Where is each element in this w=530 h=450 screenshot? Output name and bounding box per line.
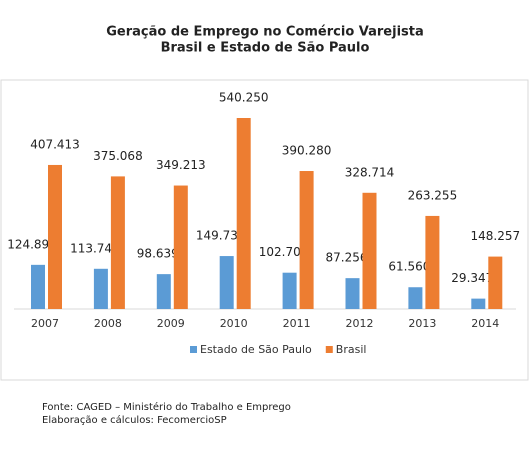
- x-tick-label: 2014: [471, 317, 499, 330]
- data-label: 349.213: [156, 158, 206, 172]
- bar: [299, 171, 314, 309]
- bar: [488, 256, 503, 309]
- chart-title: Geração de Emprego no Comércio Varejista: [106, 25, 424, 40]
- x-tick-label: 2008: [94, 317, 122, 330]
- bar: [93, 268, 108, 309]
- x-tick-label: 2012: [346, 317, 374, 330]
- bar: [48, 164, 62, 309]
- footnote: Fonte: CAGED – Ministério do Trabalho e …: [42, 401, 291, 413]
- x-tick-label: 2013: [408, 317, 436, 330]
- legend-label: Brasil: [336, 343, 367, 356]
- data-label: 98.639: [137, 247, 179, 261]
- data-label: 29.347: [451, 271, 493, 285]
- data-label: 375.068: [93, 149, 143, 163]
- data-label: 263.255: [408, 188, 458, 202]
- x-tick-label: 2007: [31, 317, 59, 330]
- bar: [362, 192, 377, 309]
- data-label: 149.738: [196, 229, 246, 243]
- x-tick-label: 2011: [283, 317, 311, 330]
- bar: [110, 176, 125, 309]
- data-label: 113.744: [70, 241, 120, 255]
- footnote: Elaboração e cálculos: FecomercioSP: [42, 414, 227, 426]
- bar: [408, 287, 423, 309]
- legend-swatch: [325, 346, 333, 353]
- data-label: 61.560: [388, 260, 430, 274]
- bar: [345, 278, 360, 309]
- data-label: 148.257: [470, 229, 520, 243]
- legend-label: Estado de São Paulo: [200, 343, 312, 356]
- bar: [471, 298, 486, 309]
- bar: [425, 215, 440, 309]
- data-label: 102.703: [259, 245, 309, 259]
- chart-subtitle: Brasil e Estado de São Paulo: [161, 41, 370, 56]
- bar: [156, 274, 171, 309]
- bar: [219, 256, 234, 309]
- x-tick-label: 2010: [220, 317, 248, 330]
- bar: [236, 118, 251, 309]
- data-label: 87.256: [326, 251, 368, 265]
- bar: [31, 264, 45, 309]
- legend-swatch: [190, 346, 197, 353]
- plot-frame: [0, 79, 529, 381]
- x-tick-label: 2009: [157, 317, 185, 330]
- bar: [282, 272, 297, 309]
- data-label: 407.413: [30, 137, 80, 151]
- data-label: 328.714: [345, 165, 395, 179]
- data-label: 124.899: [7, 237, 57, 251]
- bar: [173, 185, 188, 309]
- data-label: 390.280: [282, 144, 332, 158]
- data-label: 540.250: [219, 91, 269, 105]
